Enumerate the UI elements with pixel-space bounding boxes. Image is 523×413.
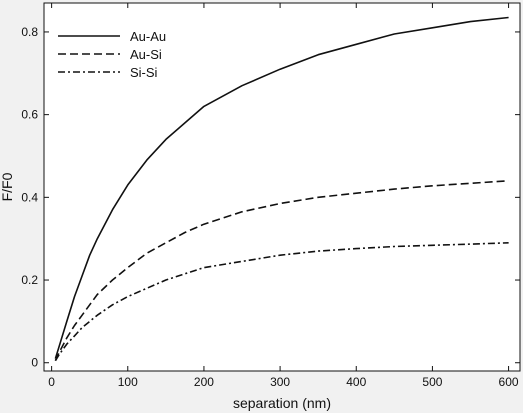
plot-area	[43, 2, 521, 372]
x-tick-label: 300	[270, 375, 290, 389]
legend-label-au-au: Au-Au	[130, 29, 166, 44]
y-axis-label: F/F0	[0, 172, 15, 201]
series-line-si-si	[54, 242, 509, 362]
y-tick-label: 0.8	[21, 25, 38, 39]
legend-label-si-si: Si-Si	[130, 65, 158, 80]
y-tick-label: 0	[31, 356, 38, 370]
legend: Au-Au Au-Si Si-Si	[58, 29, 166, 80]
y-tick-label: 0.2	[21, 273, 38, 287]
y-tick-label: 0.4	[21, 190, 38, 204]
x-tick-label: 200	[194, 375, 214, 389]
y-tick-label: 0.6	[21, 108, 38, 122]
x-tick-label: 500	[422, 375, 442, 389]
legend-label-au-si: Au-Si	[130, 47, 162, 62]
x-tick-label: 400	[346, 375, 366, 389]
series-line-au-au	[54, 16, 509, 359]
x-tick-label: 600	[499, 375, 519, 389]
series-group	[54, 16, 509, 362]
x-tick-label: 0	[48, 375, 55, 389]
series-line-au-si	[54, 180, 509, 362]
ticks-group: 0 100 200 300 400 500 600 0 0.2 0.4 0.6 0.8	[21, 3, 520, 389]
x-tick-label: 100	[118, 375, 138, 389]
x-axis-label: separation (nm)	[233, 395, 331, 411]
